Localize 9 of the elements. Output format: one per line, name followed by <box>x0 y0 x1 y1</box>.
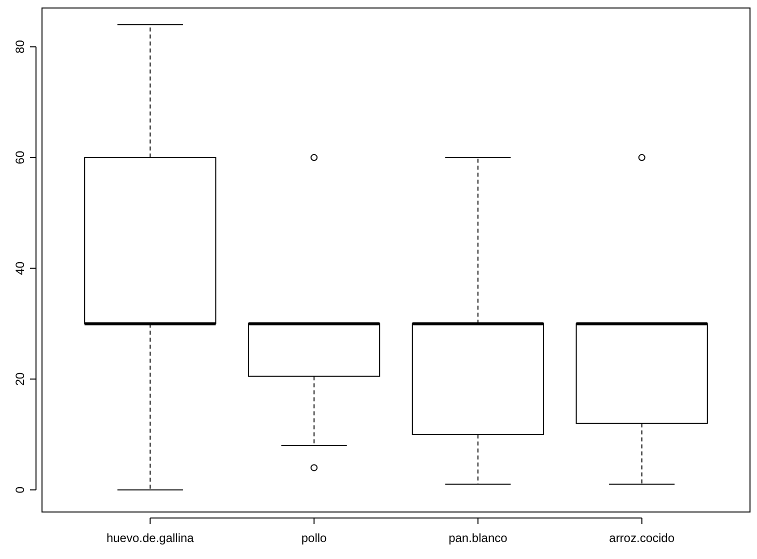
y-tick-label: 40 <box>13 261 27 275</box>
x-tick-label: pollo <box>301 531 328 545</box>
x-tick-label: huevo.de.gallina <box>106 531 194 545</box>
x-tick-label: arroz.cocido <box>609 531 675 545</box>
x-tick-label: pan.blanco <box>448 531 508 545</box>
y-tick-label: 20 <box>13 372 27 386</box>
y-tick-label: 80 <box>13 40 27 54</box>
y-tick-label: 0 <box>13 486 27 494</box>
y-tick-label: 60 <box>13 150 27 164</box>
